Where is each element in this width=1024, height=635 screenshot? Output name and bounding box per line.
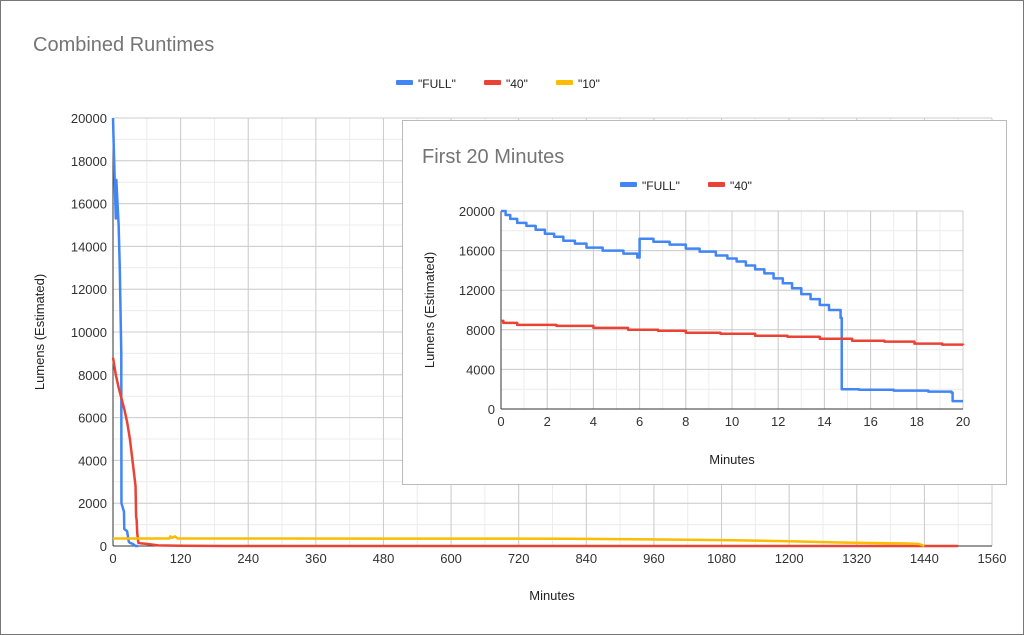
inset-x-axis-label: Minutes [709, 452, 755, 467]
x-tick-label: 360 [305, 551, 327, 566]
x-tick-label: 480 [373, 551, 395, 566]
y-tick-label: 12000 [459, 283, 495, 298]
x-tick-label: 600 [440, 551, 462, 566]
main-y-axis-label: Lumens (Estimated) [32, 274, 47, 390]
y-tick-label: 20000 [459, 204, 495, 219]
y-tick-label: 12000 [71, 282, 107, 297]
y-tick-label: 20000 [71, 111, 107, 126]
inset-box [402, 120, 1007, 485]
y-tick-label: 6000 [78, 411, 107, 426]
y-tick-label: 18000 [71, 154, 107, 169]
x-tick-label: 0 [109, 551, 116, 566]
x-tick-label: 960 [643, 551, 665, 566]
x-tick-label: 6 [636, 414, 643, 429]
y-tick-label: 2000 [78, 496, 107, 511]
legend-swatch [708, 182, 725, 187]
y-tick-label: 0 [100, 539, 107, 554]
legend-swatch [396, 80, 413, 85]
x-tick-label: 240 [237, 551, 259, 566]
y-tick-label: 10000 [71, 325, 107, 340]
x-tick-label: 1320 [842, 551, 871, 566]
x-tick-label: 8 [682, 414, 689, 429]
y-tick-label: 16000 [71, 197, 107, 212]
inset-legend: "FULL" "40" [620, 179, 752, 193]
x-tick-label: 20 [956, 414, 970, 429]
series-line-40 [111, 357, 959, 548]
legend-label: "FULL" [642, 179, 680, 193]
y-tick-label: 16000 [459, 244, 495, 259]
x-tick-label: 18 [910, 414, 924, 429]
series-line-40 [501, 319, 965, 346]
legend-swatch [556, 80, 573, 85]
legend-swatch [620, 182, 637, 187]
y-tick-label: 0 [488, 402, 495, 417]
x-tick-label: 4 [590, 414, 597, 429]
legend-swatch [484, 80, 501, 85]
x-tick-label: 840 [575, 551, 597, 566]
inset-y-axis-label: Lumens (Estimated) [422, 252, 437, 368]
y-tick-label: 4000 [466, 362, 495, 377]
x-tick-label: 1560 [978, 551, 1007, 566]
legend-label: "10" [578, 77, 600, 91]
x-tick-label: 120 [170, 551, 192, 566]
x-tick-label: 1440 [910, 551, 939, 566]
legend-label: "40" [730, 179, 752, 193]
legend-label: "40" [506, 77, 528, 91]
x-tick-label: 720 [508, 551, 530, 566]
y-tick-label: 8000 [466, 323, 495, 338]
series-line-full [501, 209, 963, 403]
x-tick-label: 2 [544, 414, 551, 429]
x-tick-label: 10 [725, 414, 739, 429]
x-tick-label: 1200 [775, 551, 804, 566]
y-tick-label: 8000 [78, 368, 107, 383]
inset-chart-title: First 20 Minutes [422, 146, 564, 168]
main-legend: "FULL" "40" "10" [396, 77, 600, 91]
main-chart-title: Combined Runtimes [33, 34, 214, 56]
x-tick-label: 16 [863, 414, 877, 429]
legend-label: "FULL" [418, 77, 456, 91]
inset-plot: 0 2 4 6 8 10 12 14 16 18 20 0 4000 8000 12000 16000 2000… [459, 204, 970, 429]
y-tick-label: 4000 [78, 453, 107, 468]
x-tick-label: 0 [497, 414, 504, 429]
series-line-10 [113, 535, 925, 548]
x-tick-label: 14 [817, 414, 831, 429]
main-x-axis-label: Minutes [529, 588, 575, 603]
x-tick-label: 12 [771, 414, 785, 429]
series-line-full [111, 117, 139, 548]
y-tick-label: 14000 [71, 239, 107, 254]
x-tick-label: 1080 [707, 551, 736, 566]
